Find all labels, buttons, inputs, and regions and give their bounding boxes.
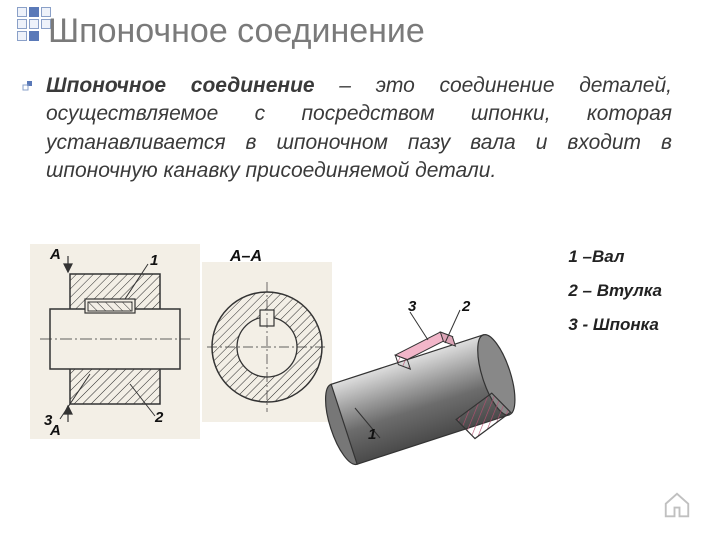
page-title: Шпоночное соединение bbox=[48, 12, 425, 51]
iso-label-3: 3 bbox=[408, 298, 416, 315]
bullet-icon bbox=[22, 80, 34, 92]
label-A-top: А bbox=[50, 246, 61, 263]
label-3: 3 bbox=[44, 412, 52, 429]
iso-label-1: 1 bbox=[368, 426, 376, 443]
definition-paragraph: Шпоночное соединение – это соединение де… bbox=[46, 72, 672, 185]
label-AA: А–А bbox=[230, 248, 262, 266]
definition-term: Шпоночное соединение bbox=[46, 74, 315, 97]
label-2: 2 bbox=[155, 409, 163, 426]
figure-side-section bbox=[30, 244, 200, 439]
legend-item-2: 2 – Втулка bbox=[568, 274, 662, 308]
figure-isometric bbox=[310, 288, 540, 488]
legend-item-1: 1 –Вал bbox=[568, 240, 662, 274]
figures: А А 1 2 3 А–А bbox=[30, 244, 510, 504]
iso-label-2: 2 bbox=[462, 298, 470, 315]
label-1: 1 bbox=[150, 252, 158, 269]
home-icon[interactable] bbox=[662, 490, 692, 520]
legend-item-3: 3 - Шпонка bbox=[568, 308, 662, 342]
legend: 1 –Вал 2 – Втулка 3 - Шпонка bbox=[568, 240, 662, 342]
